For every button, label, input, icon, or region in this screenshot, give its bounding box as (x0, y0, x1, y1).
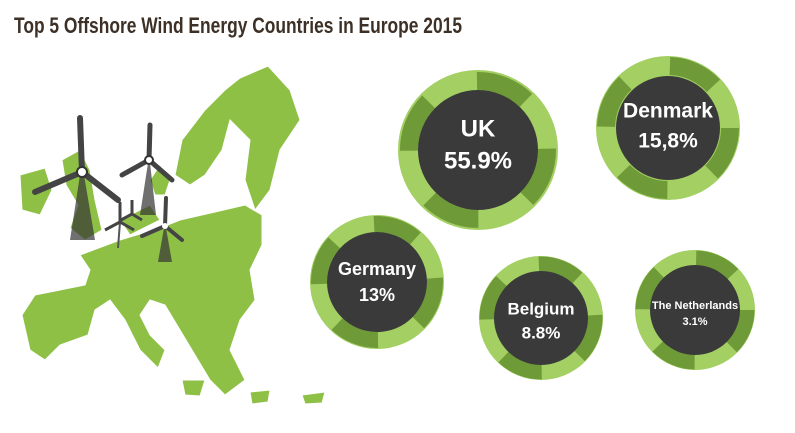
europe-map (19, 65, 326, 405)
title: Top 5 Offshore Wind Energy Countries in … (14, 13, 462, 38)
country-netherlands: The Netherlands 3.1% (635, 250, 755, 370)
country-denmark: Denmark 15,8% (596, 56, 740, 200)
country-name: UK (461, 115, 496, 142)
country-share: 3.1% (682, 316, 707, 328)
country-share: 13% (359, 285, 395, 305)
country-share: 15,8% (638, 130, 698, 153)
country-share: 55.9% (444, 147, 512, 174)
country-belgium: Belgium 8.8% (479, 256, 603, 380)
country-uk: UK 55.9% (398, 70, 558, 230)
wind-turbines (32, 115, 184, 262)
country-name: Belgium (507, 299, 574, 318)
country-germany: Germany 13% (310, 215, 444, 349)
country-name: Germany (338, 259, 416, 279)
country-share: 8.8% (522, 323, 561, 342)
country-name: Denmark (623, 100, 713, 123)
country-name: The Netherlands (652, 300, 738, 312)
